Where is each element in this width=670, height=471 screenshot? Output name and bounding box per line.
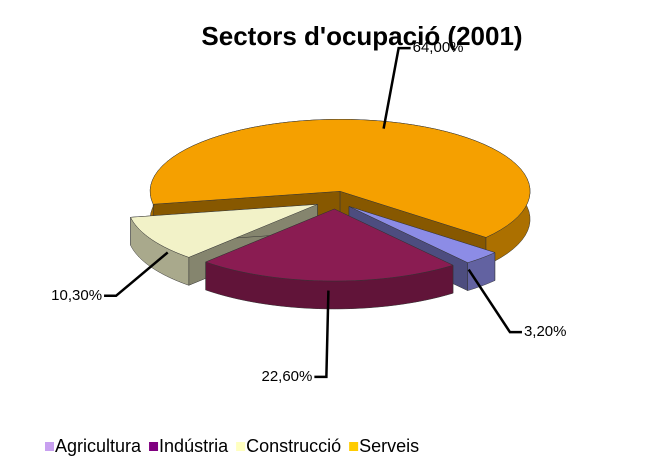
legend-label: Agricultura [55,436,142,456]
legend-swatch [349,442,359,451]
legend-swatch [45,442,54,451]
slice-top [130,204,318,258]
slice-top [149,119,531,238]
legend-label: Construcció [246,436,341,456]
data-label: 3,20% [524,323,567,340]
slice [204,208,454,310]
leader-line [314,290,330,379]
slice-top [348,206,496,263]
data-label: 22,60% [261,368,312,385]
legend-label: Indústria [159,436,229,456]
legend-label: Serveis [359,436,419,456]
leader-line [104,251,169,298]
data-label: 10,30% [51,287,102,304]
legend-swatch [149,442,159,451]
data-label: 64,00% [413,39,464,56]
chart-title: Sectors d'ocupació (2001) [201,21,522,51]
leader-line [467,268,522,334]
slice-top [204,208,454,282]
legend-swatch [236,442,246,451]
leader-line [382,46,411,129]
